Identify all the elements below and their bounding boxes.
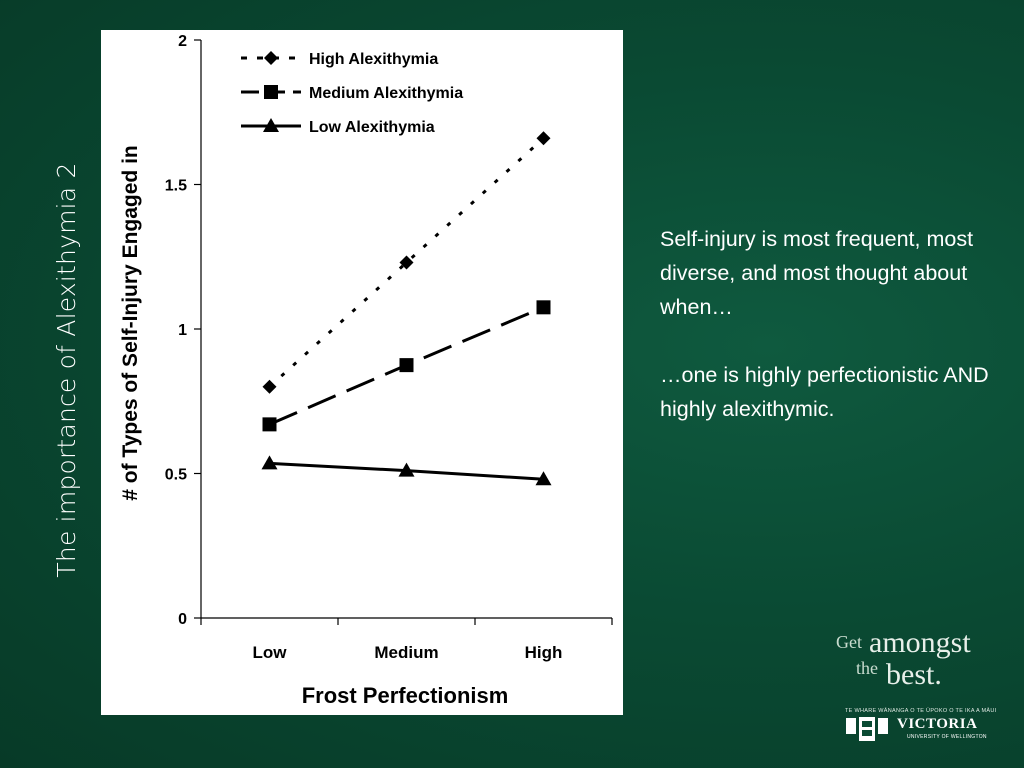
chart-legend: High Alexithymia Medium Alexithymia Low Al… (241, 51, 463, 136)
y-axis-label: # of Types of Self-Injury Engaged in (119, 145, 142, 500)
series-triangle (261, 455, 552, 486)
paragraph-1: Self-injury is most frequent, most diver… (660, 227, 974, 319)
legend-marker (263, 118, 279, 132)
series-diamond (262, 131, 551, 394)
chart-series (261, 131, 552, 486)
data-point (399, 358, 414, 373)
data-point (398, 462, 415, 477)
brand-best: best. (886, 658, 942, 691)
y-tick-label: 1 (178, 322, 187, 339)
university-motto: TE WHARE WĀNANGA O TE ŪPOKO O TE IKA A M… (845, 708, 997, 714)
y-tick-label: 0.5 (165, 467, 187, 484)
chart-svg: 0 0.5 1 1.5 2 Low Medium High High Alexithymia M… (119, 33, 613, 708)
chart-axes: 0 0.5 1 1.5 2 Low Medium High (165, 33, 613, 662)
university-logo: TE WHARE WĀNANGA O TE ŪPOKO O TE IKA A M… (845, 708, 1005, 744)
y-tick-label: 0 (178, 611, 187, 628)
x-tick-label-high: High (525, 643, 563, 662)
brand-amongst: amongst (869, 626, 971, 659)
slide-title: The importance of Alexithymia 2 (52, 162, 81, 578)
university-subtitle: UNIVERSITY OF WELLINGTON (907, 734, 987, 740)
x-tick-label-low: Low (253, 643, 288, 662)
slide-body-text: Self-injury is most frequent, most diver… (660, 222, 1005, 460)
legend-label: Medium Alexithymia (309, 85, 463, 102)
university-name: VICTORIA (897, 716, 978, 732)
legend-label: High Alexithymia (309, 51, 438, 68)
data-point (261, 455, 278, 470)
legend-label: Low Alexithymia (309, 119, 435, 136)
y-tick-label: 2 (178, 33, 187, 50)
get-amongst-the-best-logo: Get amongst the best. (836, 626, 1006, 691)
data-point (535, 471, 552, 486)
brand-get: Get (836, 632, 862, 652)
data-point (399, 255, 414, 270)
x-tick-label-medium: Medium (374, 643, 438, 662)
paragraph-2: …one is highly perfectionistic AND highl… (660, 363, 989, 421)
legend-marker (264, 51, 278, 65)
x-axis-label: Frost Perfectionism (302, 683, 509, 708)
data-point (536, 300, 551, 315)
data-point (536, 131, 551, 146)
data-point (262, 379, 277, 394)
legend-marker (264, 85, 278, 99)
series-square (262, 300, 551, 432)
crest-icon (846, 717, 888, 741)
brand-the: the (856, 658, 878, 678)
y-tick-label: 1.5 (165, 178, 187, 195)
line-chart: 0 0.5 1 1.5 2 Low Medium High High Alexithymia M… (101, 30, 623, 715)
data-point (262, 417, 277, 432)
